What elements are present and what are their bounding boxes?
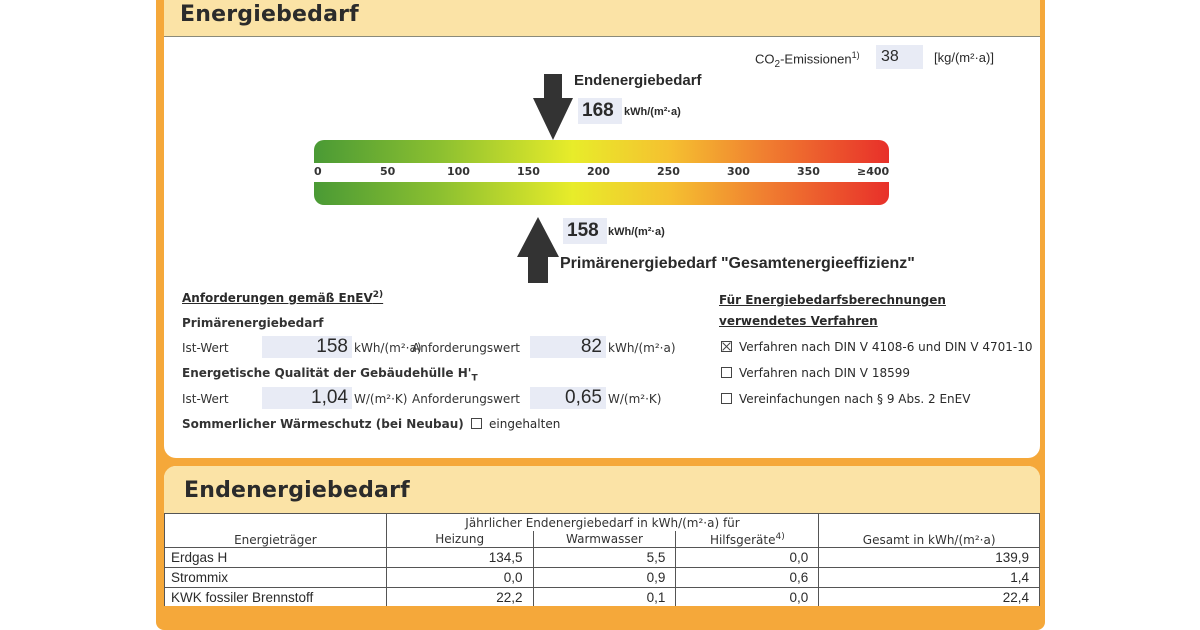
checkbox-empty-icon[interactable] — [721, 393, 732, 404]
co2-unit: [kg/(m²·a)] — [934, 50, 994, 65]
col-header-group: Jährlicher Endenergiebedarf in kWh/(m²·a… — [385, 513, 820, 531]
section-title: Energiebedarf — [180, 2, 359, 27]
scale-bar-bottom — [314, 182, 889, 205]
checkbox-empty-icon[interactable] — [721, 367, 732, 378]
energiebedarf-panel: Energiebedarf CO2-Emissionen1) 38 [kg/(m… — [164, 0, 1040, 458]
tick: 50 — [380, 165, 396, 178]
primaerenergie-unit: kWh/(m²·a) — [608, 226, 665, 238]
co2-sub: 2 — [774, 58, 781, 70]
primaerenergie-value: 158 — [563, 218, 607, 244]
primaerenergie-label: Primärenergiebedarf "Gesamtenergieeffizi… — [560, 255, 915, 272]
co2-emissions: CO2-Emissionen1) 38 [kg/(m²·a)] — [755, 45, 994, 70]
huelle-anf-unit: W/(m²·K) — [608, 392, 662, 406]
endenergie-unit: kWh/(m²·a) — [624, 106, 681, 118]
primaer-ist-label: Ist-Wert — [182, 341, 229, 355]
cell-gesamt: 22,4 — [818, 587, 1040, 606]
huelle-heading-sub: T — [471, 373, 478, 384]
panel-header: Endenergiebedarf — [164, 466, 1040, 514]
primaer-heading: Primärenergiebedarf — [182, 316, 324, 330]
cell-carrier: Strommix — [164, 567, 387, 588]
section-title: Endenergiebedarf — [184, 478, 410, 503]
endenergie-arrow-down-icon — [533, 74, 573, 140]
cell-warmwasser: 0,1 — [532, 587, 677, 606]
cell-hilfsgeraete: 0,0 — [675, 547, 820, 568]
procedure-option-label: Verfahren nach DIN V 4108-6 und DIN V 47… — [739, 340, 1033, 354]
tick: 0 — [314, 165, 322, 178]
col-header-warmwasser: Warmwasser — [532, 531, 677, 548]
table-row: KWK fossiler Brennstoff 22,2 0,1 0,0 22,… — [164, 587, 1040, 606]
endenergie-label: Endenergiebedarf — [574, 72, 702, 89]
primaer-ist-value: 158 — [262, 336, 352, 358]
tick: 300 — [727, 165, 750, 178]
cell-heizung: 22,2 — [385, 587, 534, 606]
scale-bar-top — [314, 140, 889, 163]
energy-scale: 0 50 100 150 200 250 300 350 ≥400 — [314, 140, 889, 205]
sommer-checkbox[interactable]: eingehalten — [471, 417, 560, 431]
co2-footnote: 1) — [851, 50, 860, 60]
table-row: Strommix 0,0 0,9 0,6 1,4 — [164, 567, 1040, 588]
cell-warmwasser: 0,9 — [532, 567, 677, 588]
procedure-title-line2: verwendetes Verfahren — [719, 314, 878, 328]
tick: ≥400 — [857, 165, 890, 178]
col-header-gesamt: Gesamt in kWh/(m²·a) — [818, 513, 1040, 548]
tick: 200 — [587, 165, 610, 178]
procedure-title: Für Energiebedarfsberechnungen verwendet… — [719, 290, 946, 332]
huelle-heading: Energetische Qualität der Gebäudehülle H… — [182, 366, 478, 383]
primaer-anf-unit: kWh/(m²·a) — [608, 341, 676, 355]
co2-label-rest: -Emissionen — [780, 51, 852, 67]
huelle-heading-text: Energetische Qualität der Gebäudehülle H… — [182, 366, 472, 380]
primaer-ist-unit: kWh/(m²·a) — [354, 341, 422, 355]
primaer-anf-label: Anforderungswert — [412, 341, 520, 355]
requirements-title-text: Anforderungen gemäß EnEV — [182, 291, 373, 305]
cell-gesamt: 1,4 — [818, 567, 1040, 588]
procedure-option[interactable]: Vereinfachungen nach § 9 Abs. 2 EnEV — [721, 392, 970, 406]
procedure-title-line1: Für Energiebedarfsberechnungen — [719, 293, 946, 307]
table-row: Erdgas H 134,5 5,5 0,0 139,9 — [164, 547, 1040, 568]
huelle-ist-label: Ist-Wert — [182, 392, 229, 406]
table-header-row: Energieträger Jährlicher Endenergiebedar… — [164, 513, 1040, 548]
col-header-hilfsgeraete-text: Hilfsgeräte — [709, 532, 776, 547]
procedure-option[interactable]: Verfahren nach DIN V 4108-6 und DIN V 47… — [721, 340, 1033, 354]
cell-carrier: KWK fossiler Brennstoff — [164, 587, 387, 606]
col-header-hilfsgeraete: Hilfsgeräte4) — [675, 531, 820, 548]
huelle-anf-value: 0,65 — [530, 387, 606, 409]
cell-hilfsgeraete: 0,0 — [675, 587, 820, 606]
huelle-ist-unit: W/(m²·K) — [354, 392, 408, 406]
cell-carrier: Erdgas H — [164, 547, 387, 568]
endenergie-table: Energieträger Jährlicher Endenergiebedar… — [164, 513, 1040, 606]
sommer-label: Sommerlicher Wärmeschutz (bei Neubau) — [182, 417, 464, 431]
tick: 100 — [447, 165, 470, 178]
col-header-footnote: 4) — [775, 531, 785, 542]
cell-gesamt: 139,9 — [818, 547, 1040, 568]
procedure-option[interactable]: Verfahren nach DIN V 18599 — [721, 366, 910, 380]
huelle-anf-label: Anforderungswert — [412, 392, 520, 406]
cell-warmwasser: 5,5 — [532, 547, 677, 568]
cell-heizung: 0,0 — [385, 567, 534, 588]
requirements-footnote: 2) — [372, 290, 384, 300]
tick: 250 — [657, 165, 680, 178]
checkbox-empty-icon[interactable] — [471, 418, 482, 429]
procedure-option-label: Verfahren nach DIN V 18599 — [739, 366, 910, 380]
col-header-carrier: Energieträger — [164, 513, 387, 548]
checkbox-checked-icon[interactable] — [721, 341, 732, 352]
huelle-ist-value: 1,04 — [262, 387, 352, 409]
cell-heizung: 134,5 — [385, 547, 534, 568]
primaerenergie-arrow-up-icon — [517, 217, 559, 283]
sommer-option-label: eingehalten — [489, 417, 561, 431]
tick: 350 — [797, 165, 820, 178]
col-header-heizung: Heizung — [385, 531, 534, 548]
co2-label: CO — [755, 51, 775, 67]
requirements-title: Anforderungen gemäß EnEV2) — [182, 290, 383, 305]
co2-value: 38 — [876, 45, 923, 69]
cell-hilfsgeraete: 0,6 — [675, 567, 820, 588]
primaer-anf-value: 82 — [530, 336, 606, 358]
procedure-option-label: Vereinfachungen nach § 9 Abs. 2 EnEV — [739, 392, 971, 406]
tick: 150 — [517, 165, 540, 178]
scale-ticks: 0 50 100 150 200 250 300 350 ≥400 — [314, 163, 889, 182]
endenergie-value: 168 — [578, 98, 622, 124]
endenergiebedarf-panel: Endenergiebedarf Energieträger Jährliche… — [164, 466, 1040, 606]
panel-header: Energiebedarf — [164, 0, 1040, 37]
